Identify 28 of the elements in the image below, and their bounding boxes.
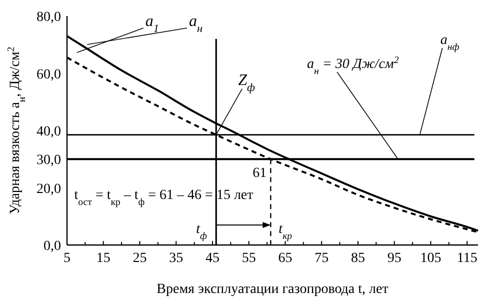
annotation: 61: [252, 166, 267, 182]
ref-line-label: a$_{нф}$: [440, 33, 460, 52]
annotation: t$_{ост}$ = t$_{кр}$ – t$_{ф}$ = 61 – 46 = 15 лет: [74, 188, 254, 208]
x-tick-label: 5: [64, 251, 70, 266]
x-tick-label: 105: [420, 251, 442, 266]
ref-line-label: t$_{кр}$: [278, 222, 292, 242]
text: a$_{н}$: [189, 13, 204, 35]
x-tick-label: 65: [278, 251, 292, 266]
x-tick-label: 85: [350, 251, 365, 266]
x-tick-label: 15: [96, 251, 110, 266]
x-tick-label: 45: [205, 251, 220, 266]
x-tick-label: 25: [132, 251, 147, 266]
ref-line-label: t$_{ф}$: [196, 222, 208, 242]
x-tick-label: 35: [169, 251, 184, 266]
annotation: Z$_{ф}$: [238, 72, 256, 94]
y-tick-label: 40,0: [36, 124, 61, 140]
y-tick-label: 60,0: [36, 67, 61, 82]
y-tick-label: 0,0: [44, 239, 61, 254]
text: a$_{1}$: [145, 13, 159, 35]
y-tick-label: 30,0: [36, 153, 61, 168]
y-tick-label: 80,0: [36, 10, 61, 25]
x-tick-label: 55: [242, 251, 256, 266]
x-tick-label: 75: [314, 251, 329, 266]
x-tick-label: 115: [456, 251, 478, 266]
ref-line-label: a$_{н}$ = 30 Дж/см$^{2}$: [307, 54, 399, 76]
x-tick-label: 95: [387, 251, 402, 266]
x-axis-title: Время эксплуатации газопровода t, лет: [156, 282, 388, 297]
y-tick-label: 20,0: [36, 182, 61, 197]
